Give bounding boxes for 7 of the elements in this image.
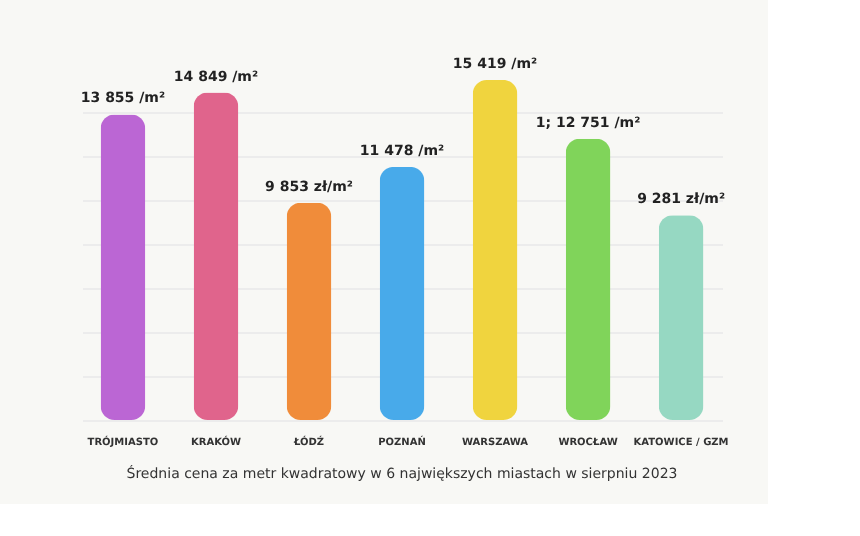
- bar: [658, 215, 704, 420]
- bar: [472, 80, 518, 420]
- bar: [193, 92, 239, 420]
- bar: [100, 114, 146, 420]
- bar: [565, 138, 611, 420]
- bar: [379, 166, 425, 420]
- bar: [286, 202, 332, 420]
